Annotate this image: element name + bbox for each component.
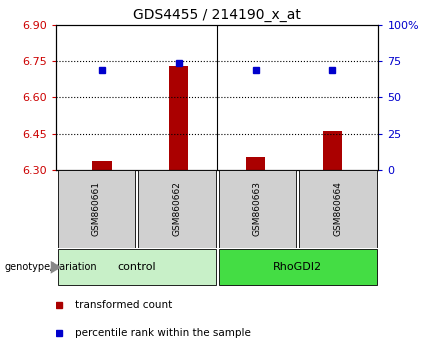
Text: percentile rank within the sample: percentile rank within the sample [75,327,251,338]
Text: genotype/variation: genotype/variation [4,262,97,272]
Bar [92,161,111,170]
Bar [323,131,342,170]
Bar [138,170,215,248]
Bar [169,66,188,170]
Bar [219,249,377,285]
Text: GSM860662: GSM860662 [172,181,181,236]
Text: transformed count: transformed count [75,299,172,310]
Text: GSM860664: GSM860664 [334,181,343,236]
Bar [299,170,377,248]
Text: GSM860663: GSM860663 [253,181,262,236]
Text: GSM860661: GSM860661 [92,181,101,236]
Text: RhoGDI2: RhoGDI2 [273,262,322,272]
Text: control: control [117,262,156,272]
Bar [58,170,135,248]
Bar [219,170,296,248]
Bar [246,156,265,170]
Polygon shape [51,261,61,274]
Bar [58,249,215,285]
Title: GDS4455 / 214190_x_at: GDS4455 / 214190_x_at [133,8,301,22]
